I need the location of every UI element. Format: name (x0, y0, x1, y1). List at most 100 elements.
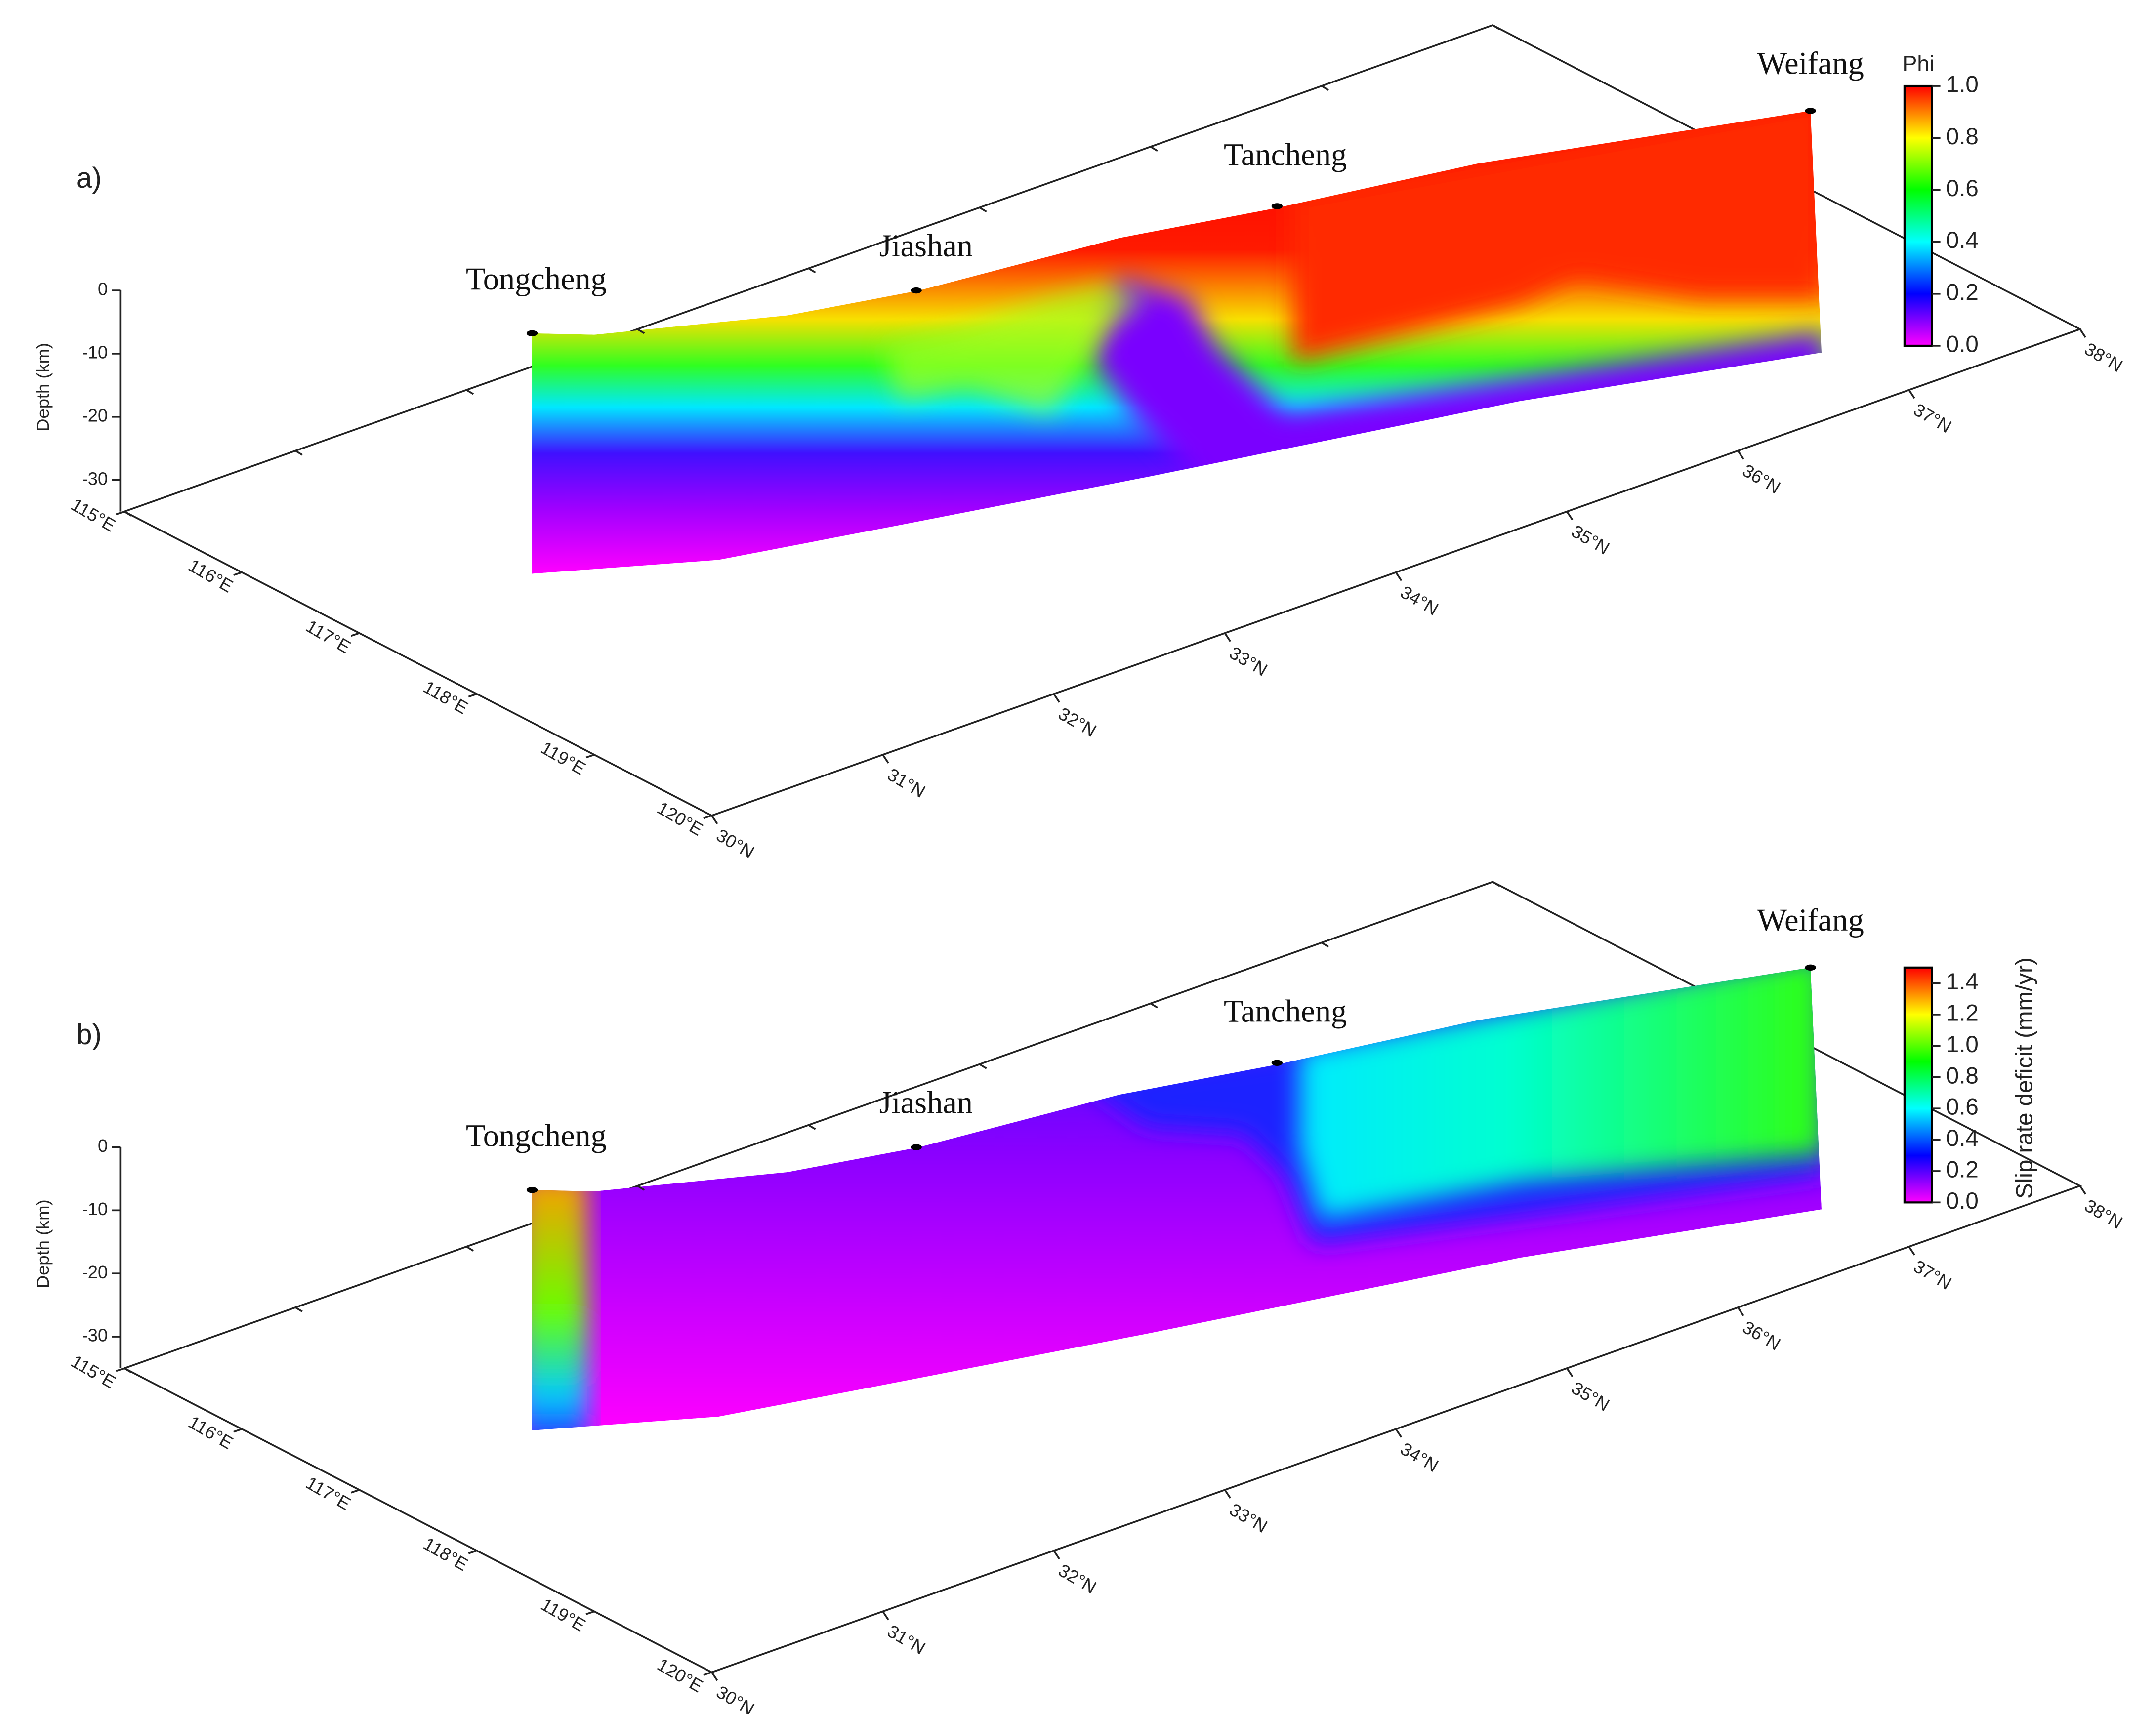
x-tick (350, 632, 360, 637)
back-tick (1321, 85, 1329, 91)
x-tick-label: 118°E (420, 677, 471, 718)
panel: a) Tongcheng Jiashan Tancheng Weifang 0 -10 -20… (33, 24, 2126, 862)
back-tick (124, 511, 132, 517)
cbar-tick-label: 0.2 (1946, 279, 1979, 305)
z-tick-label: -10 (82, 342, 108, 363)
y-tick-label: 38°N (2081, 338, 2126, 376)
y-tick (1737, 1306, 1744, 1316)
location-label: Tancheng (1224, 994, 1347, 1029)
y-tick-label: 31°N (884, 1621, 929, 1658)
location-marker (1271, 203, 1283, 209)
back-tick (637, 1185, 645, 1191)
cbar-tick-label: 1.4 (1946, 969, 1979, 995)
cbar-title: Phi (1902, 51, 1934, 76)
x-tick-label: 117°E (302, 1472, 354, 1514)
panel-label: b) (76, 1019, 102, 1051)
location-label: Tancheng (1224, 137, 1347, 172)
z-tick-label: -30 (82, 468, 108, 489)
z-tick-label: -20 (82, 1262, 108, 1282)
x-tick-label: 119°E (538, 1594, 589, 1635)
colorbar (1903, 84, 1933, 347)
z-tick-label: -20 (82, 405, 108, 425)
location-marker (1805, 964, 1816, 971)
y-tick (1395, 571, 1403, 581)
x-tick (585, 754, 595, 759)
fault-patch (1292, 111, 1822, 363)
fault-patch (884, 284, 1147, 415)
x-tick-label: 115°E (68, 1351, 119, 1392)
x-tick-label: 116°E (185, 1412, 237, 1453)
back-tick (1150, 146, 1158, 152)
cbar-tick-label: 0.6 (1946, 1094, 1979, 1120)
back-tick (1492, 24, 1500, 30)
x-tick (468, 1550, 477, 1554)
y-tick-label: 34°N (1397, 1438, 1442, 1476)
y-tick-label: 31°N (884, 764, 929, 802)
cbar-tick-label: 1.0 (1946, 72, 1979, 98)
fault-patch (532, 1175, 587, 1430)
y-tick-label: 30°N (713, 825, 758, 862)
back-tick (637, 328, 645, 334)
y-tick (1053, 693, 1060, 703)
location-label: Jiashan (879, 228, 973, 263)
x-tick-label: 116°E (185, 555, 237, 597)
y-tick (1053, 1550, 1060, 1560)
cbar-tick-label: 0.8 (1946, 123, 1979, 150)
y-tick-label: 36°N (1739, 460, 1784, 497)
y-tick-label: 32°N (1055, 1560, 1100, 1597)
y-tick (1566, 511, 1574, 521)
x-tick-label: 118°E (420, 1533, 471, 1575)
back-tick (979, 206, 987, 213)
location-marker (526, 1187, 538, 1193)
cbar-tick-label: 0.2 (1946, 1157, 1979, 1183)
back-tick (295, 449, 303, 456)
x-tick (233, 1428, 243, 1433)
location-marker (526, 330, 538, 336)
x-tick (116, 510, 125, 515)
z-tick-label: 0 (98, 279, 108, 299)
y-tick-label: 33°N (1226, 1499, 1271, 1537)
y-tick (1566, 1368, 1574, 1377)
y-tick-label: 30°N (713, 1681, 758, 1714)
location-label: Weifang (1757, 902, 1864, 938)
x-tick (703, 815, 712, 819)
y-tick (882, 754, 889, 764)
back-tick (466, 389, 474, 395)
cbar-tick-label: 0.0 (1946, 1188, 1979, 1214)
x-tick (703, 1671, 712, 1676)
location-marker (1271, 1060, 1283, 1066)
location-label: Jiashan (879, 1085, 973, 1120)
back-tick (808, 267, 816, 274)
cbar-tick-label: 0.4 (1946, 1125, 1979, 1151)
y-tick-label: 32°N (1055, 703, 1100, 741)
z-tick-label: -10 (82, 1199, 108, 1219)
y-tick (711, 1672, 718, 1681)
back-tick (466, 1246, 474, 1252)
x-tick (350, 1489, 360, 1494)
y-tick-label: 37°N (1910, 1256, 1955, 1294)
cbar-tick-label: 1.0 (1946, 1031, 1979, 1058)
x-tick-label: 117°E (302, 616, 354, 657)
y-tick-label: 38°N (2081, 1195, 2126, 1233)
x-tick-label: 119°E (538, 737, 589, 779)
z-tick-label: 0 (98, 1136, 108, 1156)
back-tick (295, 1306, 303, 1312)
cbar-tick-label: 0.0 (1946, 331, 1979, 358)
location-label: Tongcheng (466, 1118, 607, 1153)
x-tick (585, 1610, 595, 1615)
y-tick (882, 1611, 889, 1621)
back-tick (979, 1063, 987, 1069)
y-tick (1908, 389, 1915, 399)
cbar-title: Slip rate deficit (mm/yr) (2012, 957, 2038, 1199)
cbar-tick-label: 1.2 (1946, 1000, 1979, 1026)
colorbar (1903, 966, 1933, 1204)
y-tick-label: 35°N (1568, 521, 1613, 559)
y-tick-label: 36°N (1739, 1317, 1784, 1354)
y-tick (2079, 328, 2086, 338)
fault-surface (532, 967, 1822, 1430)
y-tick (1395, 1428, 1403, 1438)
cbar-tick-label: 0.8 (1946, 1062, 1979, 1089)
y-tick-label: 35°N (1568, 1378, 1613, 1415)
